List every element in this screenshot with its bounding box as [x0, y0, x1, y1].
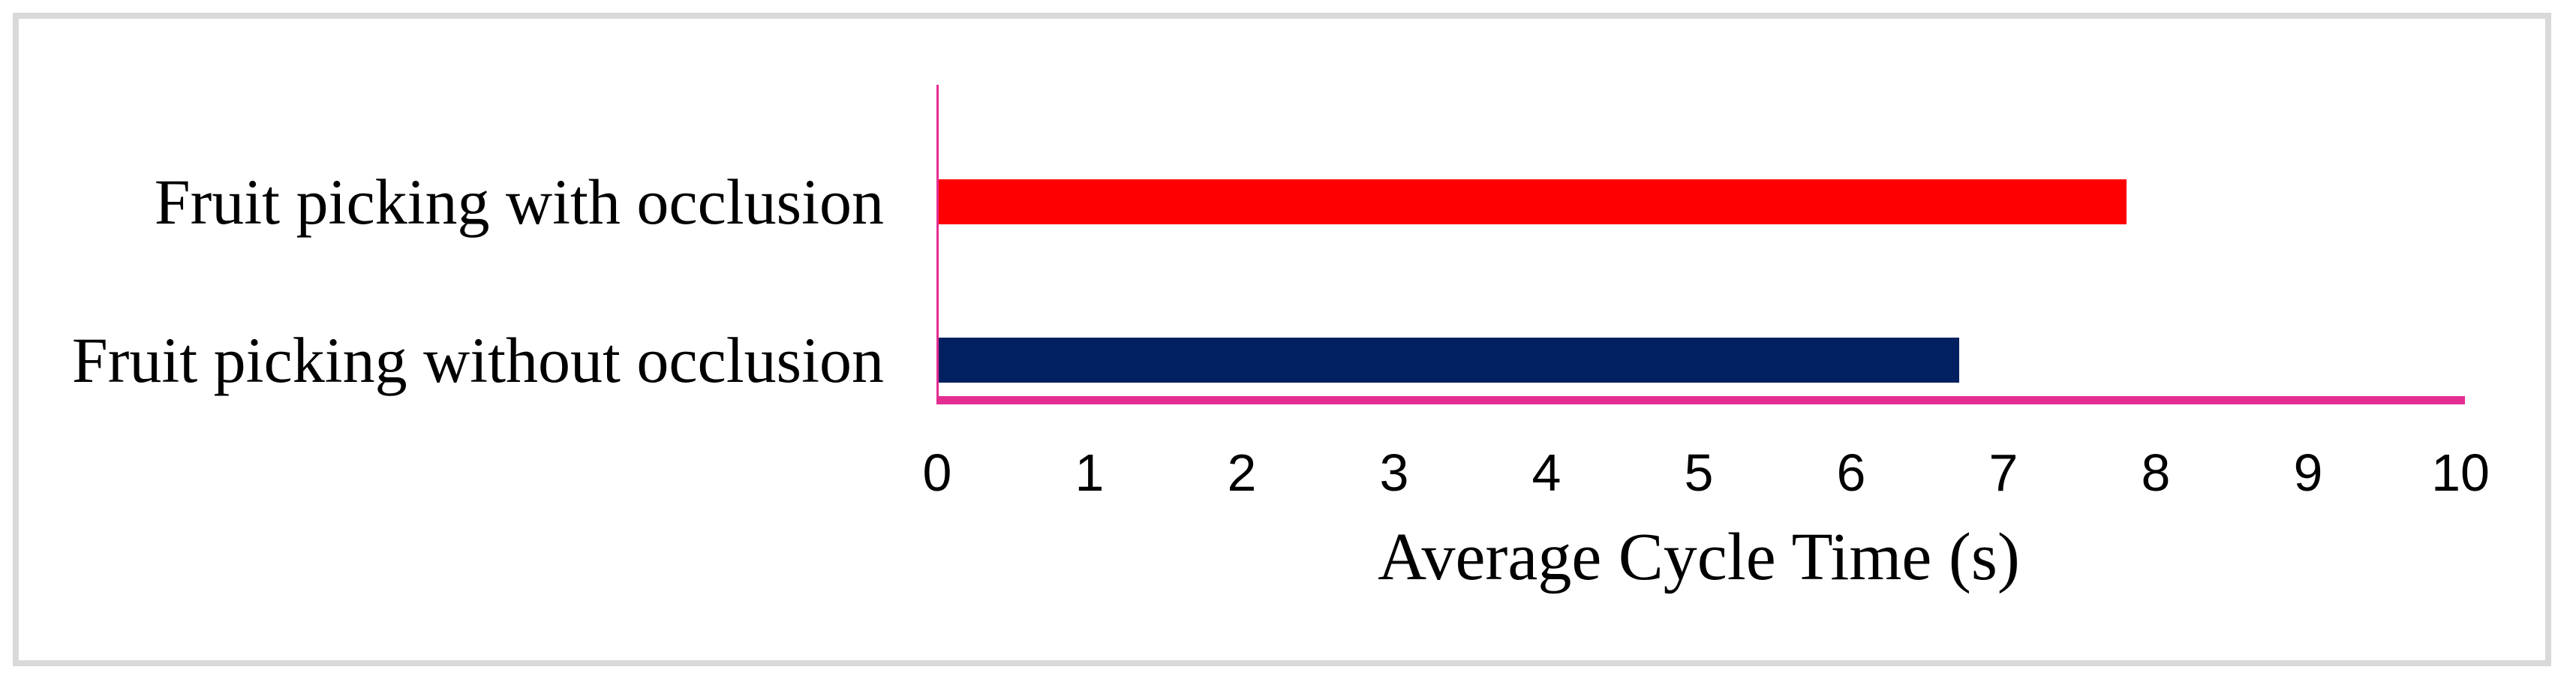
x-tick-label: 4 [1531, 443, 1562, 502]
category-label-without-occlusion: Fruit picking without occlusion [71, 324, 884, 396]
category-label-with-occlusion: Fruit picking with occlusion [154, 166, 884, 238]
bar-without-occlusion [939, 338, 1959, 383]
x-tick-label: 8 [2141, 443, 2171, 502]
y-axis-line [936, 85, 939, 398]
x-axis-title: Average Cycle Time (s) [1378, 520, 2020, 594]
x-tick-label: 1 [1075, 443, 1105, 502]
x-tick-label: 3 [1379, 443, 1409, 502]
x-tick-label: 2 [1227, 443, 1257, 502]
x-tick-label: 5 [1684, 443, 1714, 502]
x-tick-label: 7 [1988, 443, 2018, 502]
x-tick-label: 10 [2431, 443, 2490, 502]
bar-with-occlusion [939, 179, 2127, 224]
x-tick-label: 6 [1836, 443, 1866, 502]
x-tick-label: 0 [922, 443, 952, 502]
x-tick-label: 9 [2293, 443, 2323, 502]
x-axis-line [936, 396, 2465, 404]
